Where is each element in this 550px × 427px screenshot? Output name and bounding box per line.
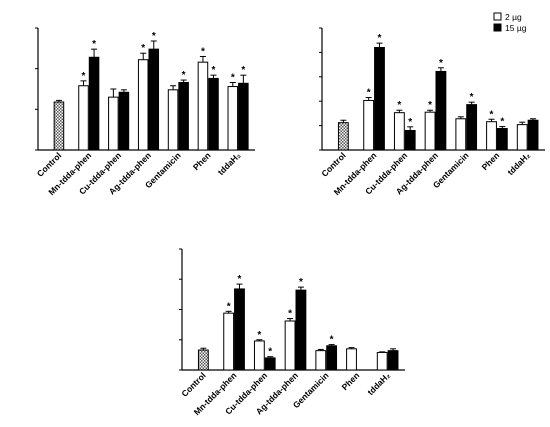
significance-star: * <box>231 72 235 83</box>
significance-star: * <box>367 88 371 99</box>
significance-star: * <box>490 109 494 120</box>
bar-15ug-24h <box>295 289 307 371</box>
significance-star: * <box>408 117 412 128</box>
bar-control-2h <box>53 101 65 151</box>
bar-15ug-2h <box>118 91 130 151</box>
category-label: Control <box>179 370 207 398</box>
legend: 2 µg 15 µg <box>493 12 527 33</box>
bar-15ug-6h <box>435 70 447 151</box>
category-label: Control <box>319 150 347 178</box>
significance-star: * <box>378 33 382 44</box>
category-label: tddaH₂ <box>216 150 243 177</box>
bar-2ug-6h <box>363 99 375 151</box>
bar-2ug-24h <box>315 350 327 371</box>
bar-2ug-6h <box>516 124 528 151</box>
significance-star: * <box>152 31 156 42</box>
bar-15ug-2h <box>88 56 100 151</box>
significance-star: * <box>238 274 242 285</box>
legend-swatch-2ug <box>493 12 502 21</box>
significance-star: * <box>288 309 292 320</box>
bar-2ug-2h <box>78 85 89 151</box>
significance-star: * <box>257 330 261 341</box>
bar-15ug-6h <box>527 119 539 151</box>
bar-control-6h <box>337 122 349 151</box>
significance-star: * <box>439 58 443 69</box>
chart-panel-6h: Control**Mn-tdda-phen**Cu-tdda-phen**Ag-… <box>319 27 545 197</box>
significance-star: * <box>428 100 432 111</box>
significance-star: * <box>241 65 245 76</box>
bar-2ug-24h <box>346 348 357 371</box>
bar-15ug-6h <box>404 129 416 151</box>
category-label: Phen <box>480 150 502 172</box>
significance-star: * <box>92 39 96 50</box>
bar-2ug-6h <box>455 118 467 151</box>
significance-star: * <box>227 301 231 312</box>
significance-star: * <box>500 117 504 128</box>
bar-15ug-6h <box>466 104 478 151</box>
bar-2ug-2h <box>227 86 239 151</box>
significance-star: * <box>201 46 205 57</box>
bar-15ug-24h <box>387 350 399 371</box>
bar-15ug-24h <box>326 345 338 371</box>
significance-star: * <box>141 43 145 54</box>
legend-swatch-15ug <box>493 23 502 32</box>
significance-star: * <box>299 277 303 288</box>
bar-2ug-6h <box>486 121 497 151</box>
legend-label-15ug: 15 µg <box>505 23 527 33</box>
bar-2ug-2h <box>167 89 179 151</box>
legend-label-2ug: 2 µg <box>505 12 522 22</box>
bar-15ug-6h <box>496 128 508 151</box>
category-label: Control <box>35 150 63 178</box>
bar-2ug-6h <box>424 111 436 151</box>
significance-star: * <box>182 70 186 81</box>
chart-panel-2h: Control**Mn-tdda-phenCu-tdda-phen**Ag-td… <box>35 27 255 197</box>
category-label: Phen <box>191 150 213 172</box>
bar-15ug-2h <box>148 48 160 151</box>
bar-15ug-2h <box>208 77 219 151</box>
bar-15ug-24h <box>234 288 245 371</box>
category-label: tddaH₂ <box>505 150 532 177</box>
bar-2ug-24h <box>223 312 235 371</box>
bar-15ug-24h <box>264 357 276 371</box>
category-label: tddaH₂ <box>365 370 392 397</box>
bar-2ug-24h <box>253 340 265 371</box>
category-label: Phen <box>340 370 362 392</box>
significance-star: * <box>268 347 272 358</box>
bar-2ug-2h <box>137 59 149 151</box>
bar-15ug-6h <box>374 47 385 151</box>
significance-star: * <box>397 100 401 111</box>
significance-star: * <box>330 335 334 346</box>
chart-panel-24h: Control**Mn-tdda-phen**Cu-tdda-phen**Ag-… <box>179 248 405 417</box>
significance-star: * <box>82 71 86 82</box>
bar-2ug-6h <box>393 112 405 151</box>
bar-15ug-2h <box>178 81 189 151</box>
bar-control-24h <box>197 349 209 371</box>
significance-star: * <box>470 92 474 103</box>
bar-2ug-24h <box>376 351 388 371</box>
bar-2ug-24h <box>284 320 296 371</box>
bar-2ug-2h <box>108 96 119 151</box>
significance-star: * <box>212 65 216 76</box>
bar-2ug-2h <box>197 61 209 151</box>
bar-15ug-2h <box>238 82 249 151</box>
